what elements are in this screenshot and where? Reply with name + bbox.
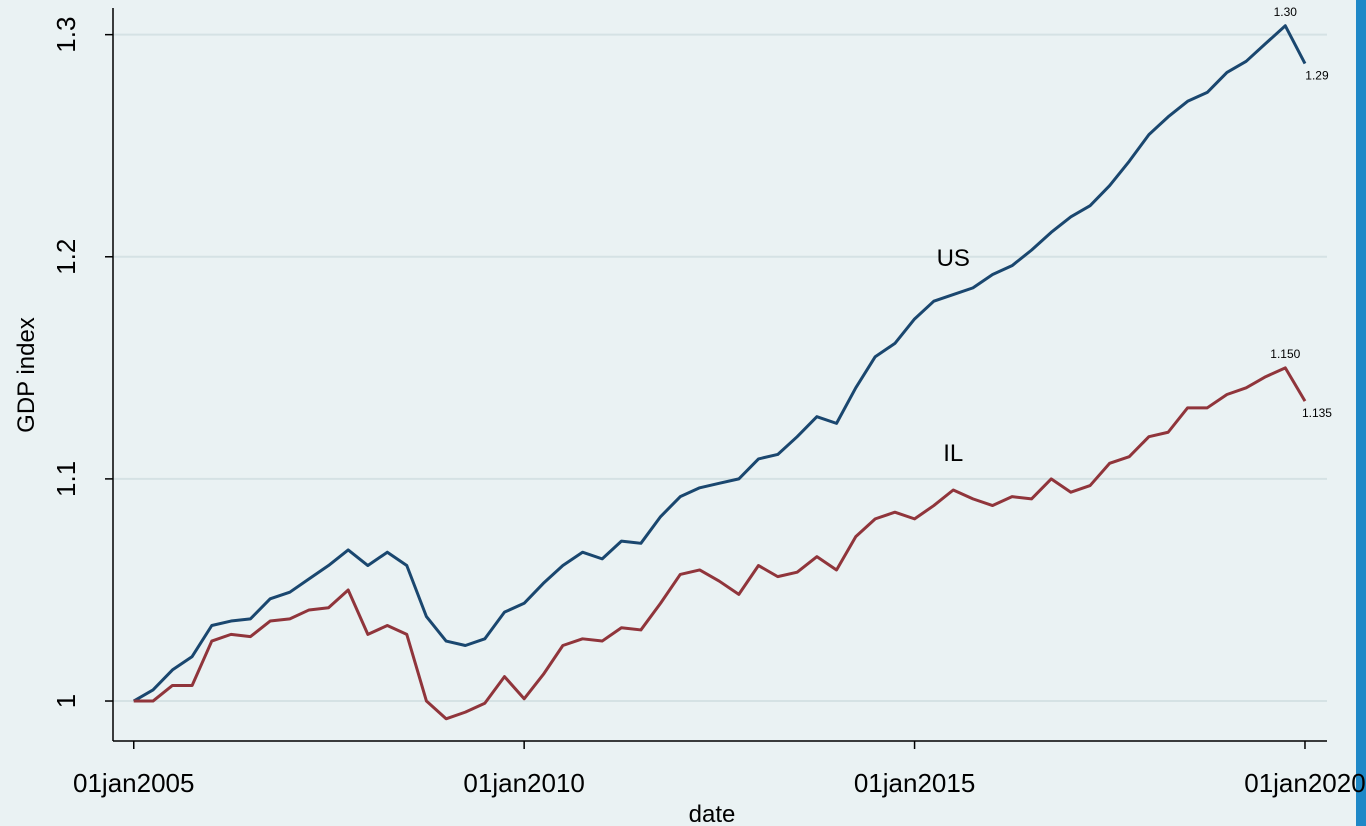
x-tick-label: 01jan2005 [73,768,194,798]
x-tick-label: 01jan2020 [1244,768,1365,798]
x-tick-label: 01jan2010 [463,768,584,798]
value-label: 1.29 [1305,69,1329,83]
y-tick-label: 1.3 [51,17,81,53]
x-axis-title: date [689,801,736,826]
x-tick-label: 01jan2015 [854,768,975,798]
y-axis-title: GDP index [13,317,40,433]
y-tick-label: 1.1 [51,461,81,497]
y-tick-label: 1 [51,694,81,708]
window-edge [1356,0,1366,826]
series-line [132,24,1307,703]
annotation: US [937,245,970,272]
value-label: 1.150 [1270,347,1300,361]
series-line [133,366,1307,721]
annotation: IL [943,440,963,467]
y-tick-label: 1.2 [51,239,81,275]
value-label: 1.135 [1302,406,1332,420]
value-label: 1.30 [1274,5,1298,19]
